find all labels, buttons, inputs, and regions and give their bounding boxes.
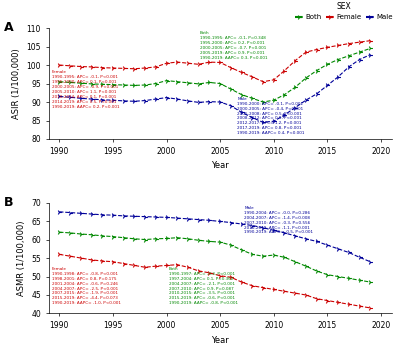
Legend: Both, Female, Male: Both, Female, Male (295, 2, 392, 20)
Text: Male
1990-2000: APC= -0.1, P<0.001
2000-2005: APC= -0.4, P<0.001
2005-2008: APC=: Male 1990-2000: APC= -0.1, P<0.001 2000-… (237, 97, 305, 135)
Text: A: A (4, 22, 14, 35)
Text: Female
1990-1998: APC= -0.8, P<0.001
1998-2001: APC= 0.8, P=0.175
2001-2004: APC: Female 1990-1998: APC= -0.8, P<0.001 199… (52, 267, 121, 305)
Text: Both
1990-1997: APC= -0.3, P<0.001
1997-2004: APC= 0.1, P=0.362
2004-2007: APC= : Both 1990-1997: APC= -0.3, P<0.001 1997-… (169, 267, 238, 305)
Y-axis label: ASMR (1/100,000): ASMR (1/100,000) (17, 220, 26, 296)
X-axis label: Year: Year (211, 336, 229, 345)
Text: Both
1990-1995: APC= -0.1, P=0.348
1995-2000: APC= 0.2, P<0.001
2000-2005: APC= : Both 1990-1995: APC= -0.1, P=0.348 1995-… (200, 31, 267, 60)
Text: Male
1990-2004: APC= -0.0, P=0.286
2004-2007: APC= -1.4, P=0.008
2007-2010: APC=: Male 1990-2004: APC= -0.0, P=0.286 2004-… (244, 206, 313, 234)
Y-axis label: ASIR (1/100,000): ASIR (1/100,000) (12, 48, 21, 119)
Text: B: B (4, 196, 14, 209)
X-axis label: Year: Year (211, 161, 229, 170)
Text: Female
1990-1995: APC= -0.1, P<0.001
1995-2000: APC= 0.1, P<0.001
2000-2005: APC: Female 1990-1995: APC= -0.1, P<0.001 199… (52, 70, 120, 108)
